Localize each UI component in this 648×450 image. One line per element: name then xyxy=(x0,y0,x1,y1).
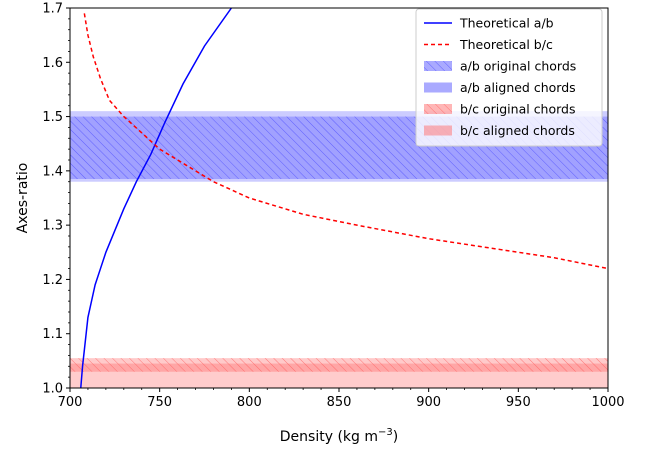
y-axis-label: Axes-ratio xyxy=(15,163,31,234)
x-tick-label: 750 xyxy=(147,395,172,410)
x-tick-label: 800 xyxy=(237,395,262,410)
x-tick-label: 1000 xyxy=(591,395,624,410)
series-line-theoretical-b-c xyxy=(83,13,608,270)
plot-frame xyxy=(69,7,609,389)
x-tick-label: 700 xyxy=(58,395,83,410)
y-tick-label: 1.6 xyxy=(42,56,63,71)
legend-label: b/c aligned chords xyxy=(460,123,575,138)
y-tick-label: 1.3 xyxy=(42,219,63,234)
legend-label: Theoretical a/b xyxy=(459,16,554,31)
legend-frame xyxy=(415,8,603,147)
legend: Theoretical a/b Theoretical b/c a/b origin… xyxy=(415,8,603,147)
legend-label: Theoretical b/c xyxy=(459,37,553,52)
legend-label: a/b original chords xyxy=(460,59,576,74)
band-hatch-b-c-original-chords xyxy=(70,358,608,372)
y-tick-label: 1.2 xyxy=(42,273,63,288)
x-tick-label: 950 xyxy=(506,395,531,410)
legend-label: a/b aligned chords xyxy=(460,80,576,95)
y-tick-label: 1.1 xyxy=(42,327,63,342)
ticks-layer: 700 750 800 850 900 950 1000 1.0 1.1 1.2 1.3 1.4 1.5… xyxy=(42,2,624,411)
x-tick-label: 850 xyxy=(327,395,352,410)
x-axis-label: Density (kg m−3) xyxy=(280,427,398,445)
y-tick-label: 1.4 xyxy=(42,164,63,179)
series-line-theoretical-a-b xyxy=(80,8,233,388)
y-tick-label: 1.0 xyxy=(42,382,63,397)
legend-label: b/c original chords xyxy=(460,102,576,117)
legend-swatch-hatch xyxy=(424,104,452,114)
x-tick-label: 900 xyxy=(416,395,441,410)
legend-swatch-a-b-aligned-chords xyxy=(424,82,452,93)
legend-swatch-hatch xyxy=(424,61,452,71)
series-layer xyxy=(80,8,608,388)
legend-swatch-b-c-aligned-chords xyxy=(424,125,452,136)
bands-layer xyxy=(70,111,608,388)
y-tick-label: 1.5 xyxy=(42,110,63,125)
y-tick-label: 1.7 xyxy=(42,2,63,17)
